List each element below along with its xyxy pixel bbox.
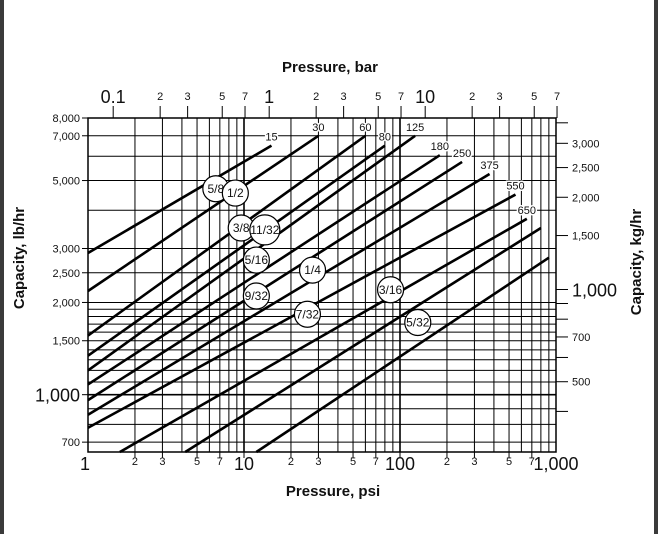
x-axis-title: Pressure, psi [286, 483, 380, 500]
orifice-labels: 5/8 1/2 3/8 11/32 5/16 1/4 9/32 7/32 3/16 5/32 [202, 175, 432, 337]
bar-tick-label: 7 [554, 91, 560, 103]
series-label: 30 [312, 122, 324, 134]
y-tick-label: 2,000 [52, 297, 80, 309]
bar-tick-label: 7 [398, 91, 404, 103]
bar-tick-label: 7 [242, 91, 248, 103]
kg-tick-label: 3,000 [572, 138, 600, 150]
kg-tick-label: 2,500 [572, 163, 600, 175]
kg-tick-label: 500 [572, 377, 590, 389]
y-tick-label: 1,000 [35, 386, 80, 406]
bar-tick-label: 3 [341, 91, 347, 103]
series-line [255, 256, 550, 454]
y-tick-label: 1,500 [52, 336, 80, 348]
series-label: 375 [480, 160, 498, 172]
kg-tick-label: 1,000 [572, 280, 617, 300]
x-tick-label: 3 [471, 456, 477, 468]
y-tick-label: 7,000 [52, 131, 80, 143]
orifice-bubble [242, 246, 270, 274]
x-tick-label: 3 [159, 456, 165, 468]
series-line [87, 144, 386, 357]
right-axis-title: Capacity, kg/hr [628, 209, 645, 316]
orifice-bubble [293, 300, 322, 328]
bar-tick-label: 5 [531, 91, 537, 103]
y-tick-label: 5,000 [52, 176, 80, 188]
series-label: 250 [453, 148, 471, 160]
series-label: 15 [265, 132, 277, 144]
series-line [119, 217, 528, 454]
orifice-bubble [249, 214, 281, 246]
series-line [184, 226, 542, 454]
y-tick-label: 700 [62, 437, 80, 449]
x-tick-label: 5 [194, 456, 200, 468]
x-tick-label: 1 [80, 454, 90, 474]
kg-tick-label: 700 [572, 332, 590, 344]
kg-tick-label: 2,000 [572, 192, 600, 204]
y-tick-label: 3,000 [52, 244, 80, 256]
series-line [87, 144, 273, 255]
bar-tick-label: 2 [313, 91, 319, 103]
y-tick-label: 2,500 [52, 268, 80, 280]
orifice-label: 1/2 [227, 186, 244, 200]
orifice-bubble [404, 308, 432, 337]
orifice-label: 7/32 [296, 307, 320, 321]
bar-tick-label: 0.1 [101, 87, 126, 107]
orifice-bubble [221, 179, 249, 207]
orifice-label: 5/16 [245, 253, 269, 267]
bar-tick-label: 2 [469, 91, 475, 103]
series-line [87, 160, 463, 402]
bar-tick-label: 5 [219, 91, 225, 103]
orifice-bubble [242, 282, 270, 310]
plot-area-frame [87, 117, 557, 453]
x-tick-label: 100 [385, 454, 415, 474]
bar-tick-label: 10 [415, 87, 435, 107]
tick-labels: 1 2 3 5 7 10 2 3 5 7 100 2 3 5 71,0007001,0001,5002,00… [35, 87, 617, 474]
left-edge-bar [0, 0, 4, 534]
series-line [87, 172, 491, 416]
series-label: 550 [506, 181, 524, 193]
series-label: 180 [431, 141, 449, 153]
orifice-label: 5/32 [406, 316, 430, 330]
bar-tick-label: 3 [185, 91, 191, 103]
series-label: 80 [379, 132, 391, 144]
orifice-label: 3/16 [379, 283, 403, 297]
bar-tick-label: 1 [264, 87, 274, 107]
bar-tick-label: 2 [157, 91, 163, 103]
x-tick-label: 5 [350, 456, 356, 468]
orifice-label: 5/8 [208, 182, 225, 196]
x-tick-label: 7 [217, 456, 223, 468]
bar-tick-label: 5 [375, 91, 381, 103]
x-tick-label: 2 [132, 456, 138, 468]
bar-tick-label: 3 [497, 91, 503, 103]
series-line [87, 134, 367, 337]
series-label: 125 [406, 122, 424, 134]
top-axis-title: Pressure, bar [282, 59, 378, 76]
orifice-label: 1/4 [304, 263, 321, 277]
y-tick-label: 8,000 [52, 113, 80, 125]
orifice-label: 3/8 [233, 221, 250, 235]
x-tick-label: 2 [444, 456, 450, 468]
orifice-label: 11/32 [250, 223, 279, 237]
series-label: 60 [359, 122, 371, 134]
x-tick-label: 7 [373, 456, 379, 468]
x-tick-label: 5 [506, 456, 512, 468]
series-label: 650 [518, 205, 536, 217]
x-tick-label: 3 [315, 456, 321, 468]
series-line [87, 134, 320, 293]
x-tick-label: 10 [234, 454, 254, 474]
x-tick-label: 7 [529, 456, 535, 468]
x-tick-label: 2 [288, 456, 294, 468]
orifice-bubble [298, 256, 327, 284]
kg-tick-label: 1,500 [572, 231, 600, 243]
x-tick-label: 1,000 [533, 454, 578, 474]
orifice-bubble [376, 276, 405, 304]
right-edge-bar [654, 0, 658, 534]
y-axis-title: Capacity, lb/hr [11, 207, 28, 309]
orifice-label: 9/32 [245, 289, 269, 303]
